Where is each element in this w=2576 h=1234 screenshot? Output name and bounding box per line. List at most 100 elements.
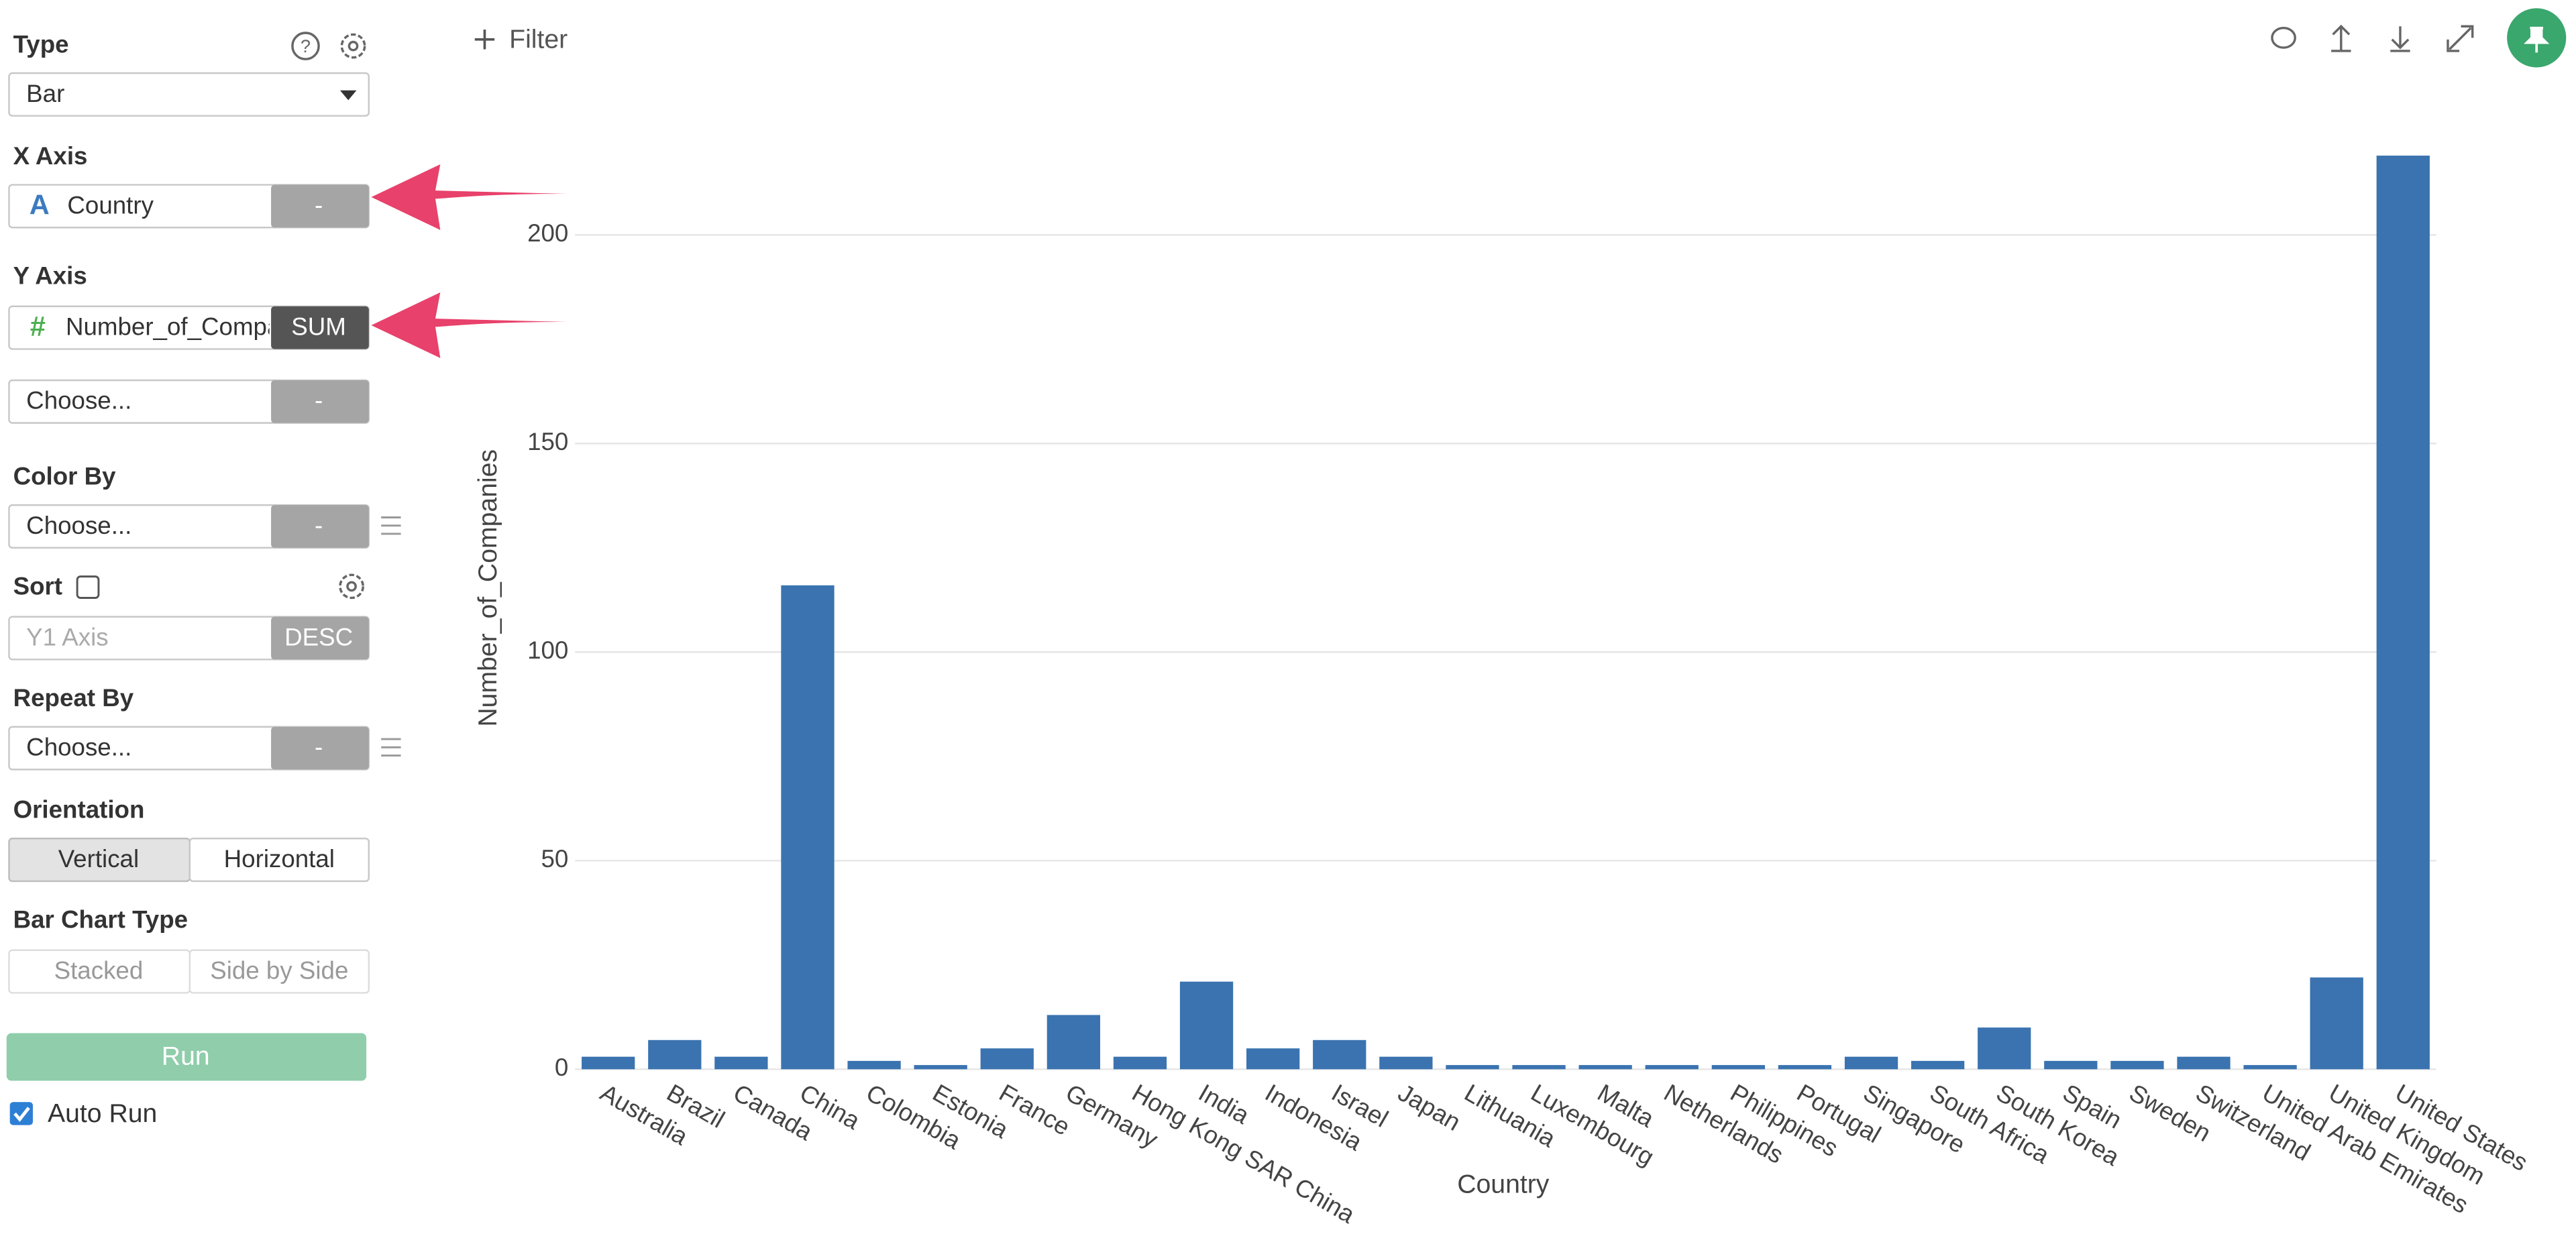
bar <box>1911 1060 1965 1070</box>
checkbox-label: Auto Run <box>48 1099 157 1128</box>
bar <box>1578 1065 1632 1070</box>
bar <box>847 1060 901 1070</box>
checkbox[interactable] <box>9 1102 33 1125</box>
aggregation-button[interactable] <box>271 505 369 548</box>
help-glyph: ? <box>301 36 311 56</box>
option-text: Vertical <box>58 845 139 873</box>
type-icon: A <box>30 189 50 221</box>
aggregation: - <box>315 387 323 414</box>
select-value: Bar <box>26 80 64 107</box>
type-select[interactable] <box>8 72 370 117</box>
column-name: Country <box>67 191 154 219</box>
label: Y Axis <box>13 262 87 290</box>
settings-icon-center <box>347 40 359 52</box>
order-button[interactable] <box>271 616 369 660</box>
bar <box>1113 1056 1167 1070</box>
bar <box>1179 981 1234 1070</box>
option-text: Side by Side <box>210 957 348 985</box>
aggregation-button[interactable] <box>271 306 369 349</box>
bar <box>648 1040 702 1070</box>
bar <box>1978 1027 2031 1070</box>
bar <box>1313 1040 1366 1070</box>
option-text: Stacked <box>54 957 144 985</box>
bar <box>1645 1065 1699 1070</box>
annotation-arrow <box>371 164 567 230</box>
filter-button[interactable]: Filter <box>509 25 568 54</box>
add-icon[interactable] <box>474 30 495 50</box>
bar <box>1711 1065 1765 1070</box>
label: Sort <box>13 572 62 600</box>
menu-icon[interactable] <box>381 738 401 757</box>
help-icon[interactable] <box>291 32 320 60</box>
y-tick-label: 150 <box>527 428 568 455</box>
label: X Axis <box>13 142 88 170</box>
bar <box>2376 156 2430 1070</box>
bar <box>914 1065 967 1070</box>
aggregation: - <box>315 512 323 539</box>
aggregation: - <box>315 733 323 761</box>
bar <box>2177 1056 2231 1070</box>
toggle-option[interactable] <box>189 838 370 883</box>
placeholder: Choose... <box>26 733 131 761</box>
sidebar: Type ? Bar X Axis A Country - Y Axis # N… <box>6 30 401 1128</box>
caret <box>339 90 357 101</box>
bar <box>2243 1065 2297 1070</box>
comment-icon[interactable] <box>2271 26 2296 49</box>
option-text: Horizontal <box>224 845 335 873</box>
settings-icon[interactable] <box>340 33 366 59</box>
settings-icon[interactable] <box>339 573 364 600</box>
bar <box>1512 1065 1566 1070</box>
aggregation-button[interactable] <box>271 184 369 228</box>
y-tick-label: 50 <box>541 845 569 873</box>
label: Bar Chart Type <box>13 906 189 934</box>
toggle-option[interactable] <box>189 949 370 994</box>
bar <box>2044 1060 2098 1070</box>
bar <box>582 1056 635 1070</box>
x-tick-label: France <box>995 1078 1075 1141</box>
label: Repeat By <box>13 684 134 712</box>
download-icon[interactable] <box>2390 26 2410 52</box>
type-icon: # <box>30 311 46 342</box>
bar <box>2310 977 2363 1070</box>
column-name: Number_of_Companies <box>66 313 326 341</box>
expand-icon[interactable] <box>2447 25 2474 52</box>
run-button[interactable] <box>6 1033 367 1081</box>
bar <box>980 1048 1034 1070</box>
aggregation: - <box>315 191 323 219</box>
y-axis-title: Number_of_Companies <box>474 449 502 727</box>
placeholder: Choose... <box>26 512 131 539</box>
bar <box>1778 1065 1832 1070</box>
x-axis-title: Country <box>1457 1170 1550 1199</box>
aggregation: SUM <box>291 313 346 341</box>
chart: Number_of_Companies Country 0 50 100 150 200… <box>474 156 2532 1229</box>
bar <box>1446 1065 1499 1070</box>
bar <box>1246 1048 1300 1070</box>
y-tick-label: 0 <box>555 1054 568 1081</box>
placeholder: Choose... <box>26 387 131 414</box>
menu-icon[interactable] <box>381 516 401 535</box>
bar <box>2110 1060 2164 1070</box>
label: Color By <box>13 462 117 490</box>
x-tick-label: Japan <box>1393 1078 1465 1136</box>
label: Type <box>13 30 69 58</box>
label: Orientation <box>13 796 145 824</box>
y-tick-label: 100 <box>527 636 568 664</box>
bar <box>1844 1056 1898 1070</box>
bar <box>781 585 835 1070</box>
aggregation-button[interactable] <box>271 380 369 423</box>
bar <box>1379 1056 1433 1070</box>
bar <box>714 1056 768 1070</box>
aggregation-button[interactable] <box>271 726 369 770</box>
y-tick-label: 200 <box>527 219 568 247</box>
share-icon[interactable] <box>2331 24 2351 52</box>
settings-icon-center <box>346 581 357 592</box>
placeholder: Y1 Axis <box>26 623 108 651</box>
annotation-arrow <box>371 292 567 358</box>
bar <box>1046 1015 1101 1070</box>
pin-icon <box>2524 26 2550 53</box>
order: DESC <box>284 623 353 651</box>
check-mark <box>13 1107 30 1122</box>
checkbox[interactable] <box>76 575 100 599</box>
